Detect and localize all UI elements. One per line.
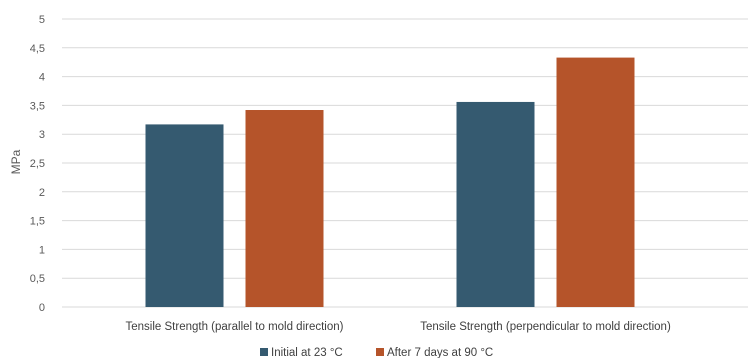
legend-label: After 7 days at 90 °C bbox=[387, 347, 493, 358]
bar bbox=[145, 124, 224, 308]
legend: Initial at 23 °C After 7 days at 90 °C bbox=[260, 347, 493, 358]
y-axis-title: MPa bbox=[9, 149, 23, 174]
y-tick-label: 4 bbox=[39, 72, 45, 84]
y-tick-label: 1,5 bbox=[30, 216, 45, 228]
y-tick-label: 4,5 bbox=[30, 43, 45, 55]
legend-label: Initial at 23 °C bbox=[271, 347, 343, 358]
x-category-label: Tensile Strength (perpendicular to mold … bbox=[420, 321, 671, 333]
y-tick-label: 1 bbox=[39, 244, 45, 256]
legend-swatch bbox=[260, 348, 268, 356]
y-tick-label: 2 bbox=[39, 187, 45, 199]
y-tick-label: 5 bbox=[39, 14, 45, 26]
bar bbox=[456, 101, 535, 307]
y-tick-label: 0 bbox=[39, 302, 45, 314]
bar bbox=[245, 110, 324, 308]
bars bbox=[145, 57, 635, 308]
bar bbox=[556, 57, 635, 308]
y-tick-label: 0,5 bbox=[30, 273, 45, 285]
x-category-label: Tensile Strength (parallel to mold direc… bbox=[126, 321, 344, 333]
legend-swatch bbox=[376, 348, 384, 356]
category-labels: Tensile Strength (parallel to mold direc… bbox=[126, 321, 671, 333]
y-tick-label: 2,5 bbox=[30, 158, 45, 170]
y-axis-ticks: 0 0,5 1 1,5 2 2,5 3 3,5 4 4,5 5 bbox=[30, 14, 45, 314]
y-tick-label: 3 bbox=[39, 129, 45, 141]
y-tick-label: 3,5 bbox=[30, 100, 45, 112]
